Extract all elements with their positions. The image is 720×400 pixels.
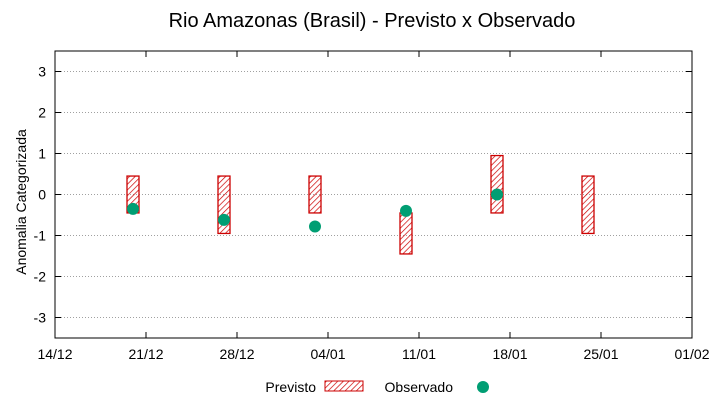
previsto-bar	[399, 212, 413, 255]
x-tick-label: 25/01	[583, 346, 618, 362]
x-tick-label: 18/01	[492, 346, 527, 362]
x-tick-label: 14/12	[37, 346, 72, 362]
y-tick-label: -1	[34, 228, 47, 244]
x-axis: 14/12 21/12 28/12 04/01 11/01 18/01 25/01 01/02	[37, 51, 710, 362]
gridlines	[55, 71, 692, 318]
x-tick-label: 01/02	[674, 346, 709, 362]
y-tick-label: 3	[38, 64, 46, 80]
observado-series	[127, 188, 503, 233]
observado-point	[400, 204, 412, 217]
x-tick-label: 04/01	[310, 346, 345, 362]
observado-point	[218, 213, 230, 226]
chart-title: Rio Amazonas (Brasil) - Previsto x Obser…	[169, 10, 576, 32]
x-tick-label: 11/01	[402, 346, 436, 362]
y-axis: -3 -2 -1 0 1 2 3	[34, 64, 692, 326]
y-tick-label: -2	[34, 269, 47, 285]
legend-label-previsto: Previsto	[265, 379, 316, 395]
x-tick-label: 21/12	[128, 346, 163, 362]
observado-point	[309, 220, 321, 233]
legend-swatch-previsto	[324, 380, 364, 392]
y-tick-label: 0	[38, 187, 46, 203]
previsto-series	[126, 154, 595, 255]
previsto-bar	[581, 175, 595, 235]
previsto-bar	[308, 175, 322, 214]
y-axis-label: Anomalia Categorizada	[13, 129, 29, 275]
observado-point	[127, 202, 139, 215]
y-tick-label: -3	[34, 310, 47, 326]
observado-point	[491, 188, 503, 201]
y-tick-label: 2	[38, 105, 46, 121]
x-tick-label: 28/12	[219, 346, 254, 362]
y-tick-label: 1	[38, 146, 46, 162]
legend-marker-observado	[477, 381, 489, 393]
legend: Previsto Observado	[265, 379, 489, 395]
legend-label-observado: Observado	[385, 379, 454, 395]
previsto-bar	[490, 154, 504, 214]
